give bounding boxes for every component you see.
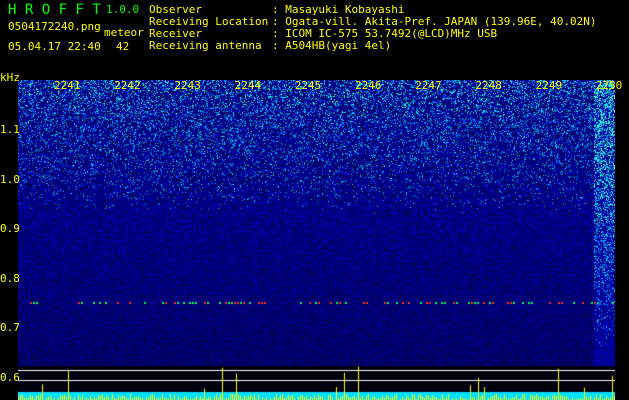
meteor-label: meteor	[104, 26, 144, 39]
info-value: : Masayuki Kobayashi	[272, 3, 405, 16]
spectrogram	[18, 80, 615, 400]
info-label: Receiver	[149, 27, 202, 40]
x-tick-label: 2243	[174, 79, 201, 92]
x-tick-label: 2247	[415, 79, 442, 92]
info-value: : A504HB(yagi 4el)	[272, 39, 392, 52]
app-version: 1.0.0	[106, 3, 140, 16]
y-tick-label: 0.8	[0, 271, 20, 285]
x-tick-label: 2241	[54, 79, 81, 92]
x-tick-label: 2248	[475, 79, 502, 92]
x-tick-label: 2246	[355, 79, 382, 92]
y-tick-label: 1.0	[0, 172, 20, 186]
y-tick-label: 0.7	[0, 321, 20, 335]
app-title: H R O F F T	[8, 2, 101, 18]
meteor-count: 42	[116, 40, 130, 53]
file-datetime: 05.04.17 22:40	[8, 40, 101, 53]
info-value: : Ogata-vill. Akita-Pref. JAPAN (139.96E…	[272, 15, 597, 28]
info-value: : ICOM IC-575 53.7492(@LCD)MHz USB	[272, 27, 498, 40]
info-label: Receiving antenna	[149, 39, 262, 52]
y-tick-label: 0.6	[0, 371, 20, 384]
x-tick-label: 2244	[234, 79, 262, 92]
x-tick-label: 2245	[294, 79, 322, 92]
x-tick-label: 2242	[114, 79, 141, 92]
info-label: Observer	[149, 3, 202, 16]
y-tick-label: 0.9	[0, 222, 20, 236]
x-tick-label: 2250	[595, 79, 623, 92]
y-axis-unit: kHz	[0, 71, 20, 84]
info-label: Receiving Location	[149, 15, 269, 28]
x-tick-label: 2249	[535, 79, 563, 92]
y-tick-label: 1.1	[0, 123, 20, 136]
file-name: 0504172240.png	[8, 20, 101, 33]
